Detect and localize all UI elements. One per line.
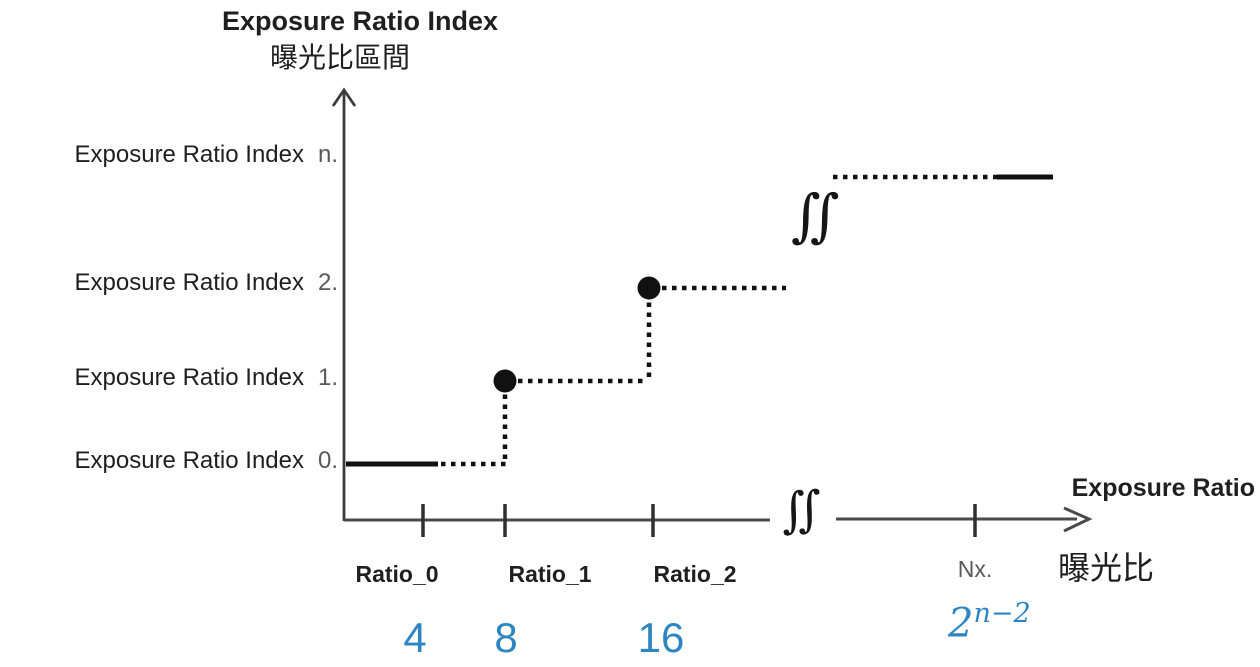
y-axis-label-1: Exposure Ratio Index 1. [75, 364, 338, 392]
y-axis-arrowhead-icon [331, 87, 357, 107]
chart-title-zh: 曝光比區間 [269, 41, 410, 74]
axis-break-icon: ∬ [779, 480, 824, 540]
x-axis-title-en: Exposure Ratio [1071, 474, 1255, 502]
axis-break-icon: ∬ [791, 183, 840, 249]
threshold-value-16: 16 [637, 614, 685, 661]
math-base: 2 [948, 600, 974, 647]
y-axis-label-0: Exposure Ratio Index 0. [75, 447, 338, 475]
math-exponent: n−2 [973, 598, 1031, 629]
y-axis-label-index: 2. [317, 269, 338, 296]
y-axis-label-text: Exposure Ratio Index [74, 447, 304, 474]
y-axis-label-2: Exposure Ratio Index 2. [75, 269, 338, 297]
data-point-dot-1 [493, 369, 517, 393]
y-axis-label-text: Exposure Ratio Index [74, 141, 304, 168]
threshold-value-2-pow-n-minus-2: 2n−2 [948, 600, 1031, 645]
x-tick-label-ratio0: Ratio_0 [355, 561, 439, 587]
data-point-dot-2 [637, 276, 661, 300]
x-tick-label-nx: Nx. [957, 556, 993, 582]
x-tick-label-ratio1: Ratio_1 [508, 561, 592, 587]
y-axis-label-text: Exposure Ratio Index [74, 269, 304, 296]
y-axis-label-index: 1. [317, 364, 338, 391]
threshold-value-8: 8 [494, 614, 518, 661]
chart-title-en: Exposure Ratio Index [221, 6, 499, 36]
x-tick-label-ratio2: Ratio_2 [653, 561, 737, 587]
y-axis-label-text: Exposure Ratio Index [74, 364, 304, 391]
x-axis-title-zh: 曝光比 [1058, 549, 1155, 587]
y-axis-label-index: n. [317, 141, 338, 168]
x-axis-arrowhead-icon [1063, 506, 1093, 533]
y-axis-label-index: 0. [317, 447, 338, 474]
y-axis-label-n: Exposure Ratio Index n. [75, 141, 338, 169]
threshold-value-4: 4 [403, 614, 427, 661]
